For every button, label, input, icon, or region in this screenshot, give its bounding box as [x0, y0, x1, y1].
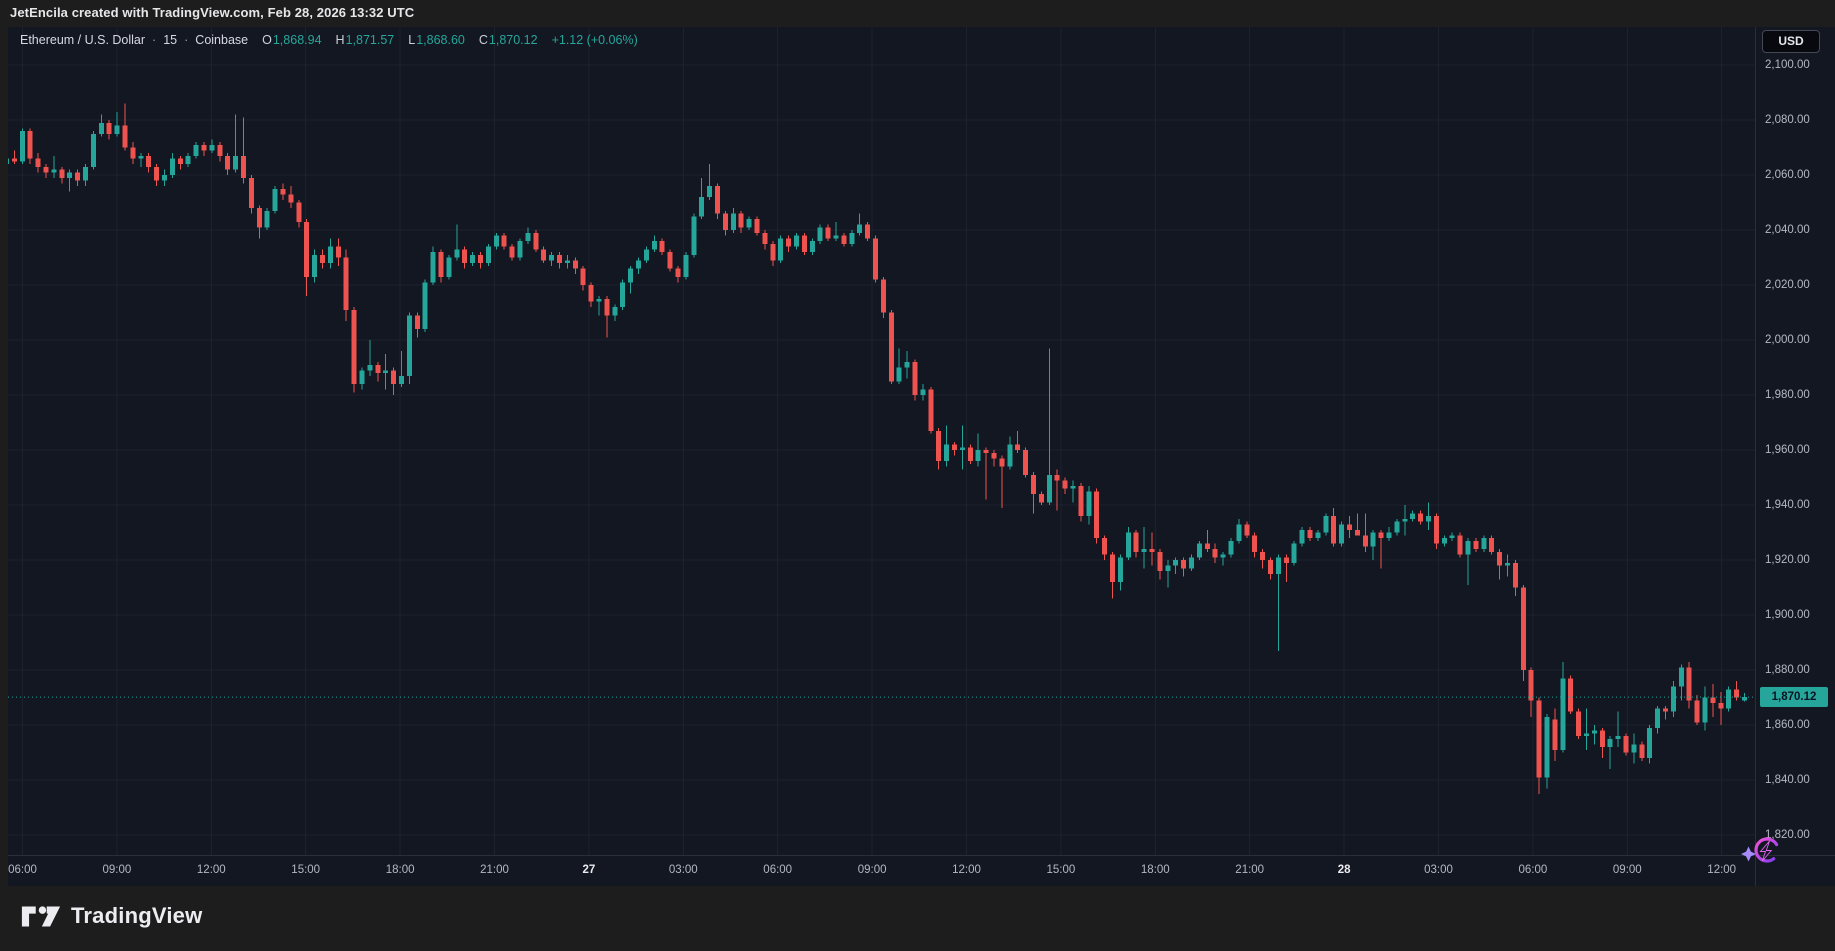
flash-refresh-icon[interactable]	[1738, 831, 1786, 873]
time-axis-label: 15:00	[291, 864, 321, 876]
price-axis-label: 2,100.00	[1765, 59, 1810, 71]
time-axis-label: 06:00	[1518, 864, 1548, 876]
time-axis-label: 12:00	[1707, 864, 1737, 876]
legend-separator: ·	[184, 33, 189, 47]
price-axis-label: 1,920.00	[1765, 554, 1810, 566]
price-axis-label: 2,000.00	[1765, 334, 1810, 346]
branding-bar: TradingView	[0, 886, 1835, 951]
tradingview-logo[interactable]: TradingView	[20, 903, 202, 929]
tradingview-wordmark: TradingView	[71, 903, 203, 928]
change-label: +1.12 (+0.06%)	[551, 33, 638, 47]
snapshot-title: JetEncila created with TradingView.com, …	[10, 5, 415, 20]
ohlc-high: H1,871.57	[335, 33, 395, 47]
ohlc-close: C1,870.12	[478, 33, 538, 47]
time-axis-label: 21:00	[480, 864, 509, 876]
chart-legend: Ethereum / U.S. Dollar · 15 · Coinbase O…	[20, 33, 638, 47]
price-axis-label: 2,060.00	[1765, 169, 1810, 181]
last-price-label: 1,870.12	[1760, 687, 1828, 708]
ohlc-low: L1,868.60	[408, 33, 465, 47]
price-axis-label: 1,860.00	[1765, 719, 1810, 731]
price-axis[interactable]: USD 2,100.00 2,080.00 2,060.00 2,040.00 2,02…	[1755, 27, 1835, 886]
price-axis-label: 1,980.00	[1765, 389, 1810, 401]
chart-pane: Ethereum / U.S. Dollar · 15 · Coinbase O…	[8, 27, 1835, 886]
interval-label[interactable]: 15	[163, 33, 178, 47]
price-axis-label: 2,020.00	[1765, 279, 1810, 291]
refresh-circle	[1754, 837, 1780, 863]
time-axis-label: 18:00	[385, 864, 415, 876]
snapshot-header: JetEncila created with TradingView.com, …	[0, 0, 1835, 27]
time-axis-label: 15:00	[1046, 864, 1076, 876]
sparkle-icon	[1741, 846, 1756, 862]
time-axis-label: 06:00	[8, 864, 37, 876]
price-axis-label: 1,960.00	[1765, 444, 1810, 456]
time-axis-label: 18:00	[1140, 864, 1170, 876]
time-axis-label: 12:00	[196, 864, 226, 876]
time-axis-label: 06:00	[763, 864, 793, 876]
time-axis-label: 12:00	[952, 864, 981, 876]
time-axis-label: 09:00	[102, 864, 132, 876]
time-axis-label: 03:00	[668, 864, 698, 876]
price-axis-label: 1,820.00	[1765, 829, 1810, 841]
time-axis-day-label: 27	[582, 864, 596, 876]
exchange-label[interactable]: Coinbase	[195, 33, 249, 47]
legend-separator: ·	[152, 33, 157, 47]
time-axis-label: 21:00	[1235, 864, 1265, 876]
time-axis-day-label: 28	[1337, 864, 1351, 876]
currency-button[interactable]: USD	[1762, 30, 1820, 53]
price-axis-label: 1,940.00	[1765, 499, 1810, 511]
price-axis-label: 2,080.00	[1765, 114, 1810, 126]
price-axis-label: 1,900.00	[1765, 609, 1810, 621]
symbol-title[interactable]: Ethereum / U.S. Dollar	[20, 33, 146, 47]
price-axis-label: 1,840.00	[1765, 774, 1810, 786]
time-axis-label: 03:00	[1424, 864, 1453, 876]
lightning-bolt-icon	[1759, 840, 1773, 862]
tradingview-logo-mark	[21, 905, 61, 927]
time-axis-label: 09:00	[857, 864, 887, 876]
candlestick-chart[interactable]	[8, 27, 1755, 855]
price-axis-label: 2,040.00	[1765, 224, 1810, 236]
ohlc-open: O1,868.94	[262, 33, 322, 47]
time-axis[interactable]: 06:00 09:00 12:00 15:00 18:00 21:00 27 03:00 06:…	[8, 855, 1835, 887]
price-axis-label: 1,880.00	[1765, 664, 1810, 676]
time-axis-label: 09:00	[1612, 864, 1642, 876]
